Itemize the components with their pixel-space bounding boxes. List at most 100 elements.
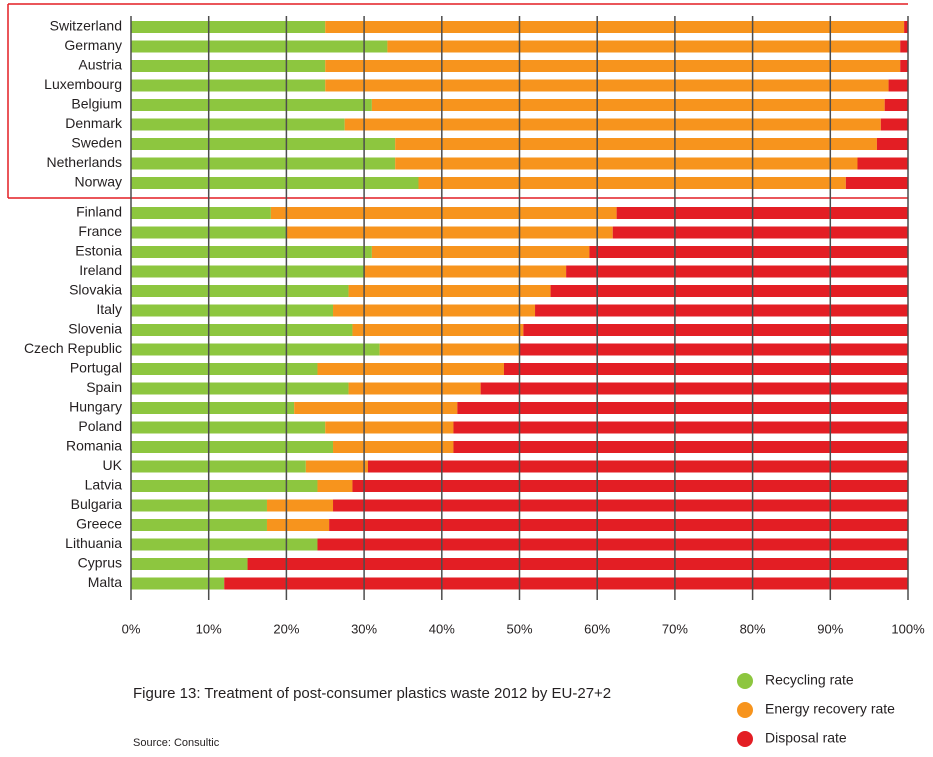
- bar-segment: [364, 265, 567, 278]
- x-tick-label: 60%: [584, 621, 610, 636]
- x-tick-label: 70%: [662, 621, 688, 636]
- y-tick-label: Estonia: [75, 243, 122, 259]
- legend-marker: [737, 673, 753, 689]
- bar-segment: [131, 207, 271, 219]
- bar-segment: [131, 460, 306, 473]
- bar-segment: [333, 441, 454, 453]
- bar-segment: [325, 79, 889, 92]
- bar-segment: [131, 382, 349, 395]
- x-tick-label: 100%: [891, 621, 925, 636]
- y-tick-label: Poland: [78, 418, 122, 434]
- bar-segment: [395, 138, 877, 150]
- bar-segment: [325, 60, 901, 72]
- bar-segment: [131, 363, 318, 375]
- x-tick-label: 30%: [351, 621, 377, 636]
- bar-segment: [131, 343, 380, 356]
- bar-segment: [333, 499, 908, 512]
- bar-segment: [379, 343, 520, 356]
- bar-segment: [266, 499, 334, 512]
- bar-segment: [131, 265, 365, 278]
- bar-segment: [453, 421, 908, 434]
- bar-segment: [317, 538, 909, 551]
- y-tick-label: Hungary: [69, 399, 122, 415]
- bar-segment: [325, 21, 905, 33]
- bar-segment: [131, 79, 326, 92]
- bar-segment: [131, 246, 372, 258]
- bar-segment: [131, 480, 318, 492]
- legend-label: Energy recovery rate: [765, 701, 895, 717]
- bar-segment: [616, 207, 908, 219]
- bar-segment: [352, 480, 908, 492]
- bar-segment: [294, 402, 458, 414]
- bar-segment: [876, 138, 908, 150]
- bar-segment: [900, 60, 908, 72]
- bar-segment: [270, 207, 617, 219]
- bar-segment: [348, 285, 551, 297]
- bar-segment: [418, 177, 846, 189]
- y-tick-label: Luxembourg: [44, 76, 122, 92]
- bar-segment: [503, 363, 908, 375]
- x-tick-label: 10%: [196, 621, 222, 636]
- bar-segment: [305, 460, 368, 473]
- legend-marker: [737, 702, 753, 718]
- bar-segment: [131, 21, 326, 33]
- y-tick-label: Spain: [86, 379, 122, 395]
- bar-segment: [131, 138, 396, 150]
- bar-segment: [131, 402, 295, 414]
- bar-segment: [317, 480, 353, 492]
- legend-label: Recycling rate: [765, 672, 854, 688]
- bar-segment: [131, 177, 419, 189]
- x-tick-label: 0%: [122, 621, 141, 636]
- y-tick-label: Belgium: [71, 96, 122, 112]
- bar-segment: [224, 577, 909, 590]
- bar-segment: [325, 421, 454, 434]
- bar-segment: [348, 382, 481, 395]
- y-tick-label: Portugal: [70, 360, 122, 376]
- y-tick-label: Malta: [88, 574, 122, 590]
- bar-segment: [247, 558, 909, 570]
- x-tick-label: 40%: [429, 621, 455, 636]
- bar-segment: [387, 40, 901, 53]
- bar-segment: [900, 40, 908, 53]
- bar-segment: [523, 324, 908, 336]
- bar-segment: [589, 246, 908, 258]
- y-tick-label: Greece: [76, 516, 122, 532]
- bar-segment: [329, 519, 908, 531]
- x-tick-label: 50%: [506, 621, 532, 636]
- bar-segment: [857, 157, 908, 170]
- bar-segment: [845, 177, 908, 189]
- bar-segment: [131, 285, 349, 297]
- bar-segment: [131, 99, 372, 111]
- bar-segment: [880, 118, 908, 131]
- y-tick-label: Italy: [96, 301, 122, 317]
- bar-segment: [131, 441, 334, 453]
- bar-segment: [266, 519, 330, 531]
- y-tick-label: Ireland: [79, 262, 122, 278]
- bar-segment: [131, 304, 334, 317]
- bar-segment: [131, 538, 318, 551]
- bar-segment: [333, 304, 536, 317]
- x-tick-label: 20%: [273, 621, 299, 636]
- bar-segment: [286, 226, 613, 239]
- x-tick-label: 80%: [740, 621, 766, 636]
- y-tick-label: Slovenia: [68, 321, 122, 337]
- source: Source: Consultic: [133, 737, 220, 749]
- y-tick-label: Netherlands: [47, 154, 123, 170]
- bar-segment: [131, 118, 345, 131]
- y-tick-label: Romania: [66, 438, 122, 454]
- y-tick-label: Switzerland: [50, 18, 122, 34]
- bar-segment: [884, 99, 908, 111]
- bar-segment: [519, 343, 908, 356]
- y-tick-label: Cyprus: [78, 555, 122, 571]
- y-tick-label: Bulgaria: [71, 496, 123, 512]
- y-tick-label: Slovakia: [69, 282, 122, 298]
- y-tick-label: UK: [103, 457, 123, 473]
- bar-segment: [550, 285, 908, 297]
- bar-segment: [131, 499, 267, 512]
- bar-segment: [131, 60, 326, 72]
- x-tick-label: 90%: [817, 621, 843, 636]
- y-tick-label: Germany: [64, 37, 122, 53]
- bar-segment: [453, 441, 908, 453]
